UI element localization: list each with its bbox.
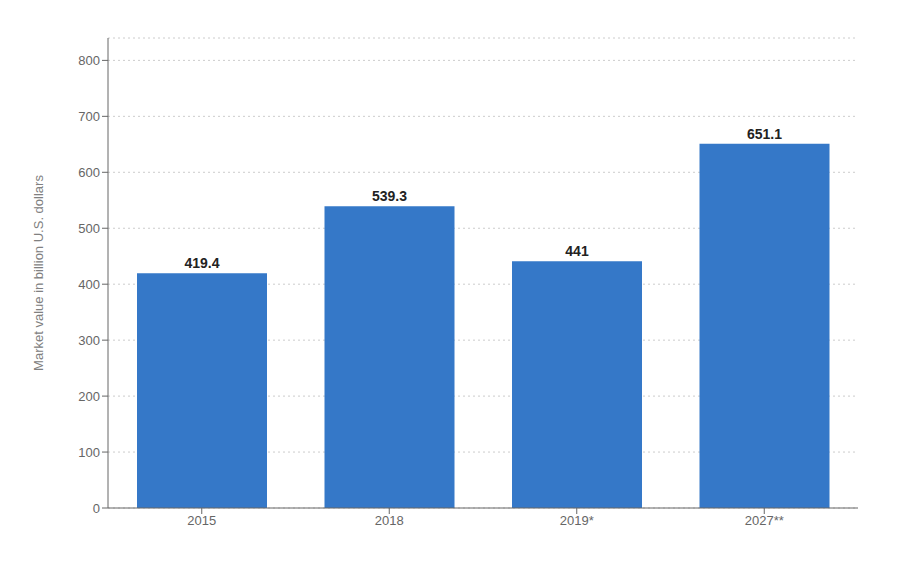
- svg-text:300: 300: [78, 333, 100, 348]
- svg-text:2018: 2018: [375, 513, 404, 528]
- svg-text:100: 100: [78, 445, 100, 460]
- svg-text:651.1: 651.1: [747, 126, 782, 142]
- svg-text:600: 600: [78, 165, 100, 180]
- svg-text:2027**: 2027**: [745, 513, 784, 528]
- svg-text:800: 800: [78, 53, 100, 68]
- svg-text:700: 700: [78, 109, 100, 124]
- svg-text:419.4: 419.4: [184, 255, 219, 271]
- svg-text:2015: 2015: [187, 513, 216, 528]
- svg-text:539.3: 539.3: [372, 188, 407, 204]
- svg-text:441: 441: [565, 243, 589, 259]
- svg-text:400: 400: [78, 277, 100, 292]
- svg-text:500: 500: [78, 221, 100, 236]
- svg-text:2019*: 2019*: [560, 513, 594, 528]
- svg-text:200: 200: [78, 389, 100, 404]
- svg-text:0: 0: [93, 501, 100, 516]
- svg-text:Market value in billion U.S. d: Market value in billion U.S. dollars: [31, 175, 46, 371]
